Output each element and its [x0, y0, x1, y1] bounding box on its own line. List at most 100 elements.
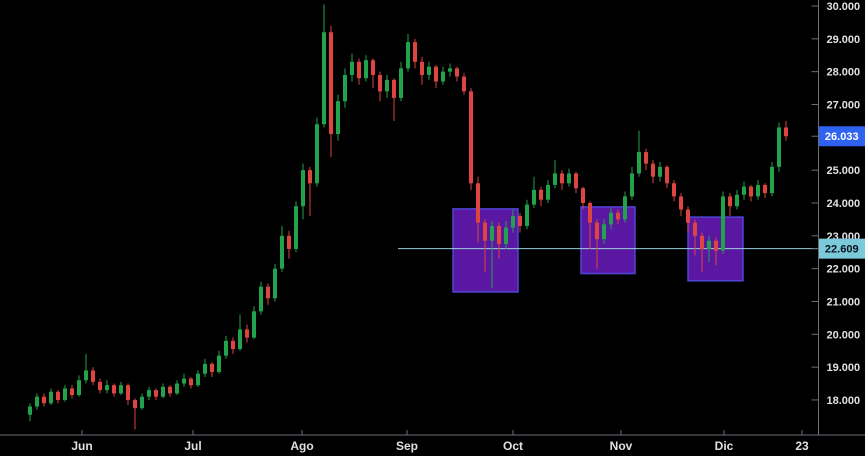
- candle-body: [448, 68, 452, 72]
- time-axis-labels[interactable]: Jun Jul Ago Sep Oct Nov Dic 23: [71, 430, 809, 453]
- candle-body: [168, 386, 172, 394]
- candle-body: [462, 76, 466, 92]
- candle-body: [413, 42, 417, 62]
- time-tick-label: Jun: [71, 439, 92, 453]
- candle-body: [476, 183, 480, 223]
- candle-body: [91, 370, 95, 382]
- candle-body: [98, 381, 102, 391]
- candle-body: [714, 240, 718, 251]
- candle-body: [154, 390, 158, 397]
- candle-body: [399, 68, 403, 98]
- candle-body: [329, 32, 333, 135]
- candle-body: [567, 173, 571, 184]
- candle-body: [581, 188, 585, 203]
- candle-body: [378, 74, 382, 92]
- candle-body: [245, 329, 249, 338]
- time-tick-label: Dic: [715, 439, 734, 453]
- candle-body: [294, 206, 298, 249]
- candle-body: [56, 391, 60, 400]
- candle-body: [280, 235, 284, 269]
- candle-body: [203, 363, 207, 374]
- current-price-label: 26.033: [811, 126, 865, 147]
- candle-body: [70, 388, 74, 396]
- price-tick-label: 28.000: [827, 67, 861, 79]
- price-tick-label: 27.000: [827, 99, 861, 111]
- candle-body: [539, 189, 543, 200]
- candle-body: [749, 186, 753, 197]
- candle-body: [735, 194, 739, 207]
- price-tick-label: 20.000: [827, 329, 861, 341]
- candle-body: [658, 166, 662, 177]
- candle-body: [553, 173, 557, 185]
- candle-body: [679, 196, 683, 210]
- candle-body: [259, 286, 263, 312]
- current-price-label-text: 26.033: [825, 131, 859, 143]
- candle-body: [217, 355, 221, 373]
- price-tick-label: 30.000: [827, 1, 861, 13]
- price-tick-label: 19.000: [827, 362, 861, 374]
- candle-body: [532, 189, 536, 205]
- candle-body: [308, 170, 312, 184]
- candle-body: [35, 396, 39, 407]
- candle-body: [105, 385, 109, 391]
- time-tick-label: 23: [795, 439, 809, 453]
- candle-body: [175, 383, 179, 394]
- time-tick-label: Ago: [290, 439, 313, 453]
- candle-body: [777, 127, 781, 167]
- candle-body: [112, 385, 116, 394]
- candle-body: [637, 152, 641, 174]
- candle-body: [742, 186, 746, 195]
- candle-body: [301, 170, 305, 207]
- candle-body: [693, 222, 697, 236]
- candle-body: [497, 225, 501, 245]
- price-tick-label: 25.000: [827, 165, 861, 177]
- candle-body: [644, 152, 648, 164]
- candle-body: [364, 60, 368, 79]
- candle-body: [609, 212, 613, 225]
- candle-body: [595, 222, 599, 240]
- candle-body: [602, 224, 606, 240]
- candle-body: [525, 204, 529, 226]
- candle-body: [231, 340, 235, 350]
- candle-body: [574, 173, 578, 189]
- alert-price-label[interactable]: 22.609: [811, 238, 865, 259]
- candle-body: [763, 184, 767, 194]
- candle-body: [665, 166, 669, 184]
- price-tick-label: 22.000: [827, 264, 861, 276]
- candle-body: [518, 216, 522, 226]
- candle-body: [28, 406, 32, 415]
- price-tick-label: 24.000: [827, 198, 861, 210]
- candle-body: [210, 363, 214, 373]
- candle-body: [427, 66, 431, 75]
- candle-body: [161, 386, 165, 397]
- candle-body: [700, 235, 704, 249]
- candle-body: [651, 163, 655, 177]
- alert-price-label-box: [819, 238, 865, 259]
- candle-body: [504, 227, 508, 245]
- candle-body: [616, 212, 620, 220]
- candle-body: [441, 71, 445, 82]
- candle-body: [630, 173, 634, 197]
- candle-body: [322, 32, 326, 125]
- candle-body: [189, 378, 193, 386]
- candle-body: [182, 378, 186, 384]
- candle-body: [77, 380, 81, 396]
- candle-body: [84, 370, 88, 381]
- candle-body: [126, 385, 130, 400]
- candle-body: [511, 216, 515, 228]
- price-axis-labels[interactable]: 30.00029.00028.00027.00025.00024.00023.0…: [811, 1, 861, 407]
- candle-body: [224, 340, 228, 356]
- candle-body: [420, 61, 424, 75]
- candle-body: [140, 396, 144, 409]
- candle-body: [147, 390, 151, 397]
- candle-body: [238, 329, 242, 350]
- candle-body: [672, 183, 676, 197]
- candle-body: [546, 184, 550, 200]
- candle-body: [469, 91, 473, 184]
- candle-body: [42, 396, 46, 404]
- candle-body: [266, 286, 270, 299]
- candle-body: [350, 61, 354, 75]
- price-tick-label: 21.000: [827, 296, 861, 308]
